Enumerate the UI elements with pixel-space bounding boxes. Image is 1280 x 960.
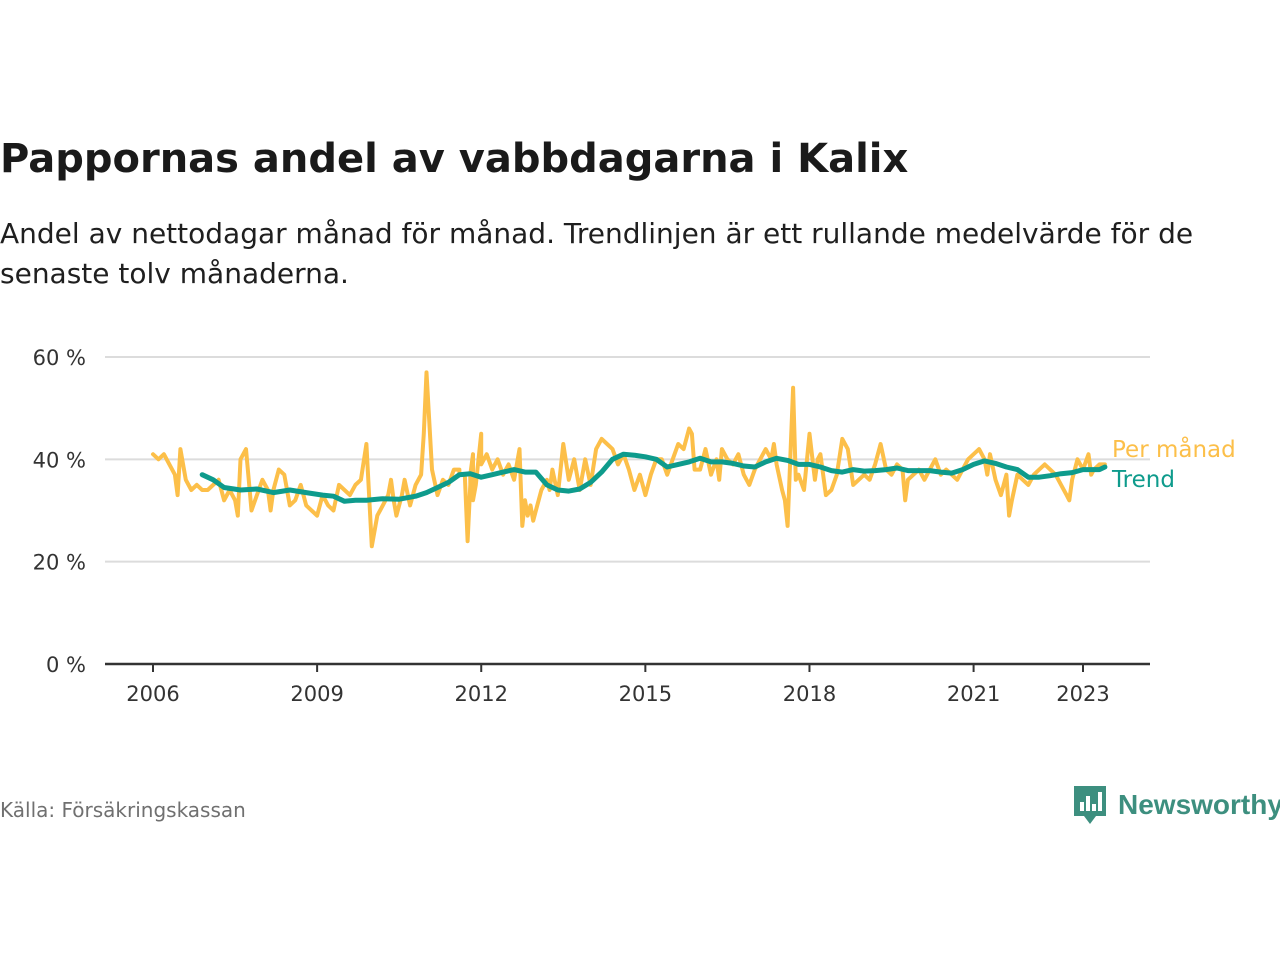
brand-logo: Newsworthy	[1072, 784, 1280, 826]
brand-name: Newsworthy	[1118, 789, 1280, 820]
series-line-trend	[199, 451, 1108, 504]
chart-title: Pappornas andel av vabbdagarna i Kalix	[0, 136, 909, 182]
source-note: Källa: Försäkringskassan	[0, 798, 246, 822]
series-label: Trend	[1111, 467, 1175, 493]
x-tick-label: 2023	[1056, 682, 1109, 706]
series-lines	[151, 370, 1108, 549]
newsworthy-logo-icon	[1074, 786, 1106, 824]
series-label: Per månad	[1112, 435, 1236, 463]
gridlines	[105, 356, 1150, 563]
line-labels: Per månad Trend	[1111, 435, 1236, 493]
x-tick-label: 2006	[126, 682, 179, 706]
x-tick-label: 2009	[290, 682, 343, 706]
y-tick-label: 20 %	[33, 551, 86, 575]
x-tick-label: 2018	[783, 682, 836, 706]
chart-subtitle: Andel av nettodagar månad för månad. Tre…	[0, 217, 1194, 290]
y-tick-label: 0 %	[46, 653, 86, 677]
x-tick-label: 2012	[455, 682, 508, 706]
x-tick-label: 2021	[947, 682, 1000, 706]
y-tick-label: 60 %	[33, 346, 86, 370]
x-tick-label: 2015	[619, 682, 672, 706]
x-axis: 2006 2009 2012 2015 2018 2021 2023	[105, 662, 1150, 706]
y-axis-labels: 0 % 20 % 40 % 60 %	[33, 346, 86, 677]
y-tick-label: 40 %	[33, 448, 86, 472]
